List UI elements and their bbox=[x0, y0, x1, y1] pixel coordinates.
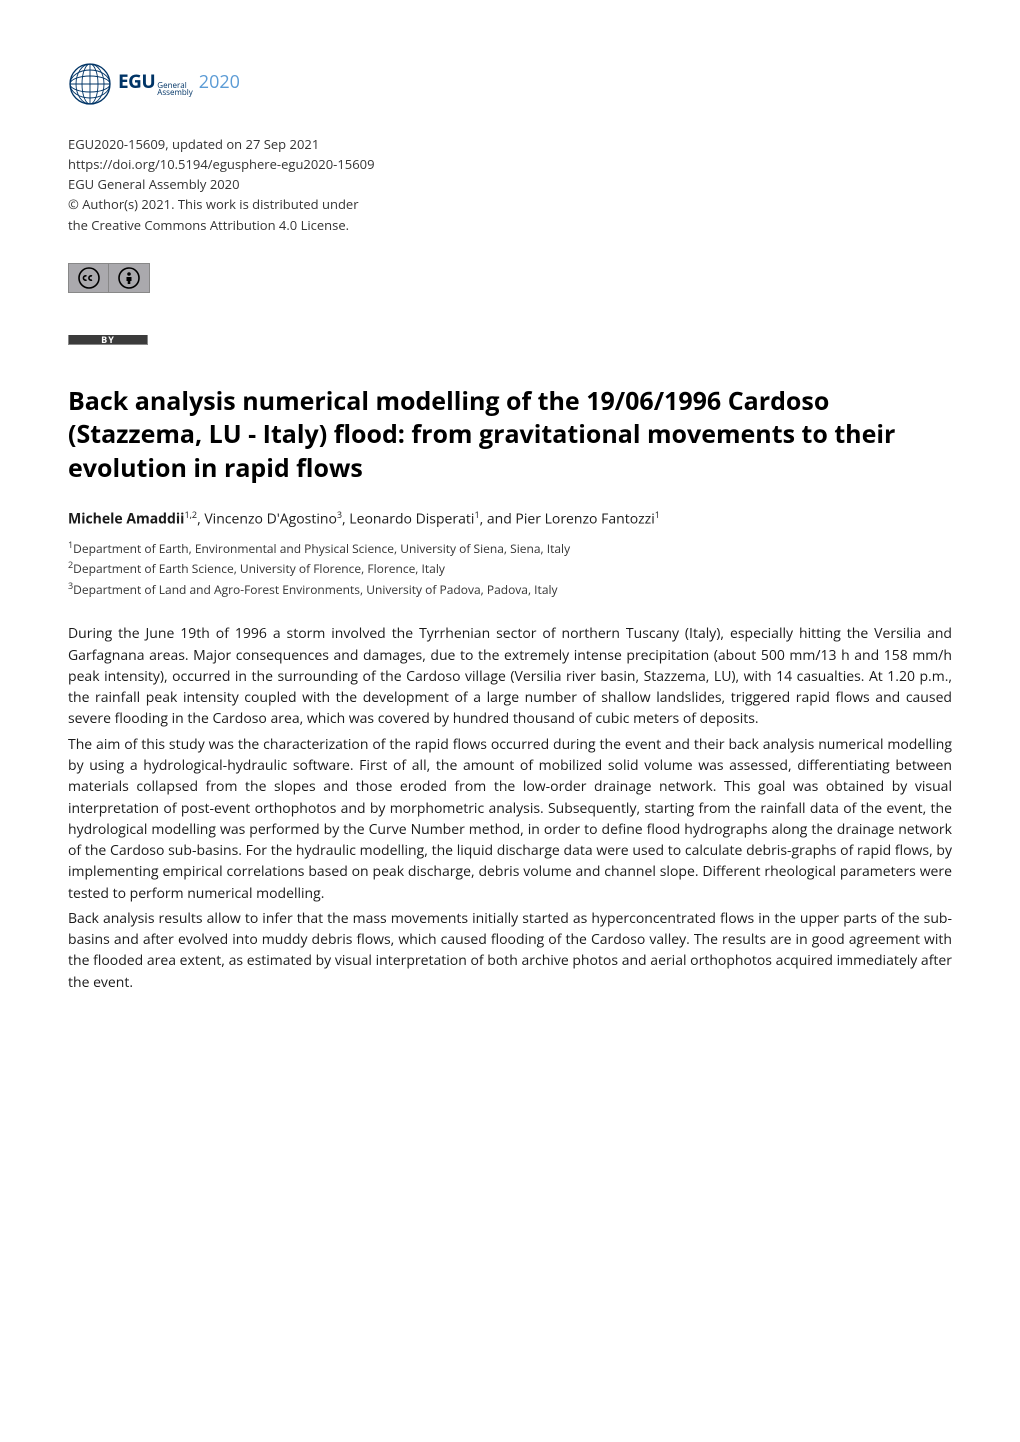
abstract-p1: During the June 19th of 1996 a storm inv… bbox=[68, 623, 952, 729]
egu-logo-main: EGU bbox=[118, 72, 155, 91]
egu-logo-sub2: Assembly bbox=[157, 89, 193, 96]
meta-event: EGU General Assembly 2020 bbox=[68, 174, 952, 194]
cc-icon bbox=[69, 264, 109, 292]
egu-logo: EGU General Assembly 2020 bbox=[68, 62, 240, 106]
egu-logo-year: 2020 bbox=[199, 73, 240, 91]
egu-logo-text: EGU General Assembly 2020 bbox=[118, 72, 240, 96]
abstract-p3: Back analysis results allow to infer tha… bbox=[68, 908, 952, 993]
egu-globe-icon bbox=[68, 62, 112, 106]
affiliation-1: 1Department of Earth, Environmental and … bbox=[68, 538, 952, 559]
meta-copyright: © Author(s) 2021. This work is distribut… bbox=[68, 194, 952, 214]
affiliations: 1Department of Earth, Environmental and … bbox=[68, 538, 952, 600]
by-icon bbox=[109, 264, 149, 292]
meta-doi-link[interactable]: https://doi.org/10.5194/egusphere-egu202… bbox=[68, 155, 375, 173]
lead-author-sup: 1,2 bbox=[184, 508, 197, 521]
affiliation-3: 3Department of Land and Agro-Forest Envi… bbox=[68, 579, 952, 600]
affiliation-2: 2Department of Earth Science, University… bbox=[68, 558, 952, 579]
author-4: , and Pier Lorenzo Fantozzi bbox=[480, 510, 655, 529]
lead-author: Michele Amaddii bbox=[68, 510, 184, 529]
authors-line: Michele Amaddii1,2, Vincenzo D'Agostino3… bbox=[68, 508, 952, 530]
egu-logo-row: EGU General Assembly 2020 bbox=[68, 62, 952, 106]
meta-abstract-id: EGU2020-15609, updated on 27 Sep 2021 bbox=[68, 134, 952, 154]
abstract-body: During the June 19th of 1996 a storm inv… bbox=[68, 623, 952, 993]
author-3: , Leonardo Disperati bbox=[342, 510, 474, 529]
meta-license: the Creative Commons Attribution 4.0 Lic… bbox=[68, 215, 952, 235]
abstract-p2: The aim of this study was the characteri… bbox=[68, 734, 952, 904]
author-4-sup: 1 bbox=[655, 508, 660, 521]
abstract-title: Back analysis numerical modelling of the… bbox=[68, 385, 952, 486]
author-2: , Vincenzo D'Agostino bbox=[197, 510, 337, 529]
cc-by-label: BY bbox=[68, 335, 148, 345]
meta-block: EGU2020-15609, updated on 27 Sep 2021 ht… bbox=[68, 134, 952, 235]
cc-badge: BY bbox=[68, 263, 150, 345]
